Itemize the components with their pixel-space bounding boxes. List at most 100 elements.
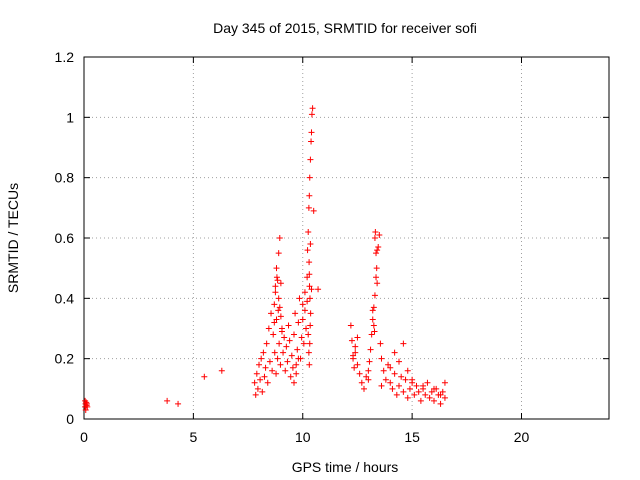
data-point (303, 325, 310, 332)
data-point (278, 328, 285, 335)
data-point (271, 301, 278, 308)
x-tick-label: 20 (514, 429, 530, 445)
data-point (306, 271, 313, 278)
data-point (348, 337, 355, 344)
data-point (441, 379, 448, 386)
data-point (300, 340, 307, 347)
data-point (387, 379, 394, 386)
data-point (352, 343, 359, 350)
data-point (305, 349, 312, 356)
data-point (295, 355, 302, 362)
data-point (288, 352, 295, 359)
data-point (406, 385, 413, 392)
data-point (437, 391, 444, 398)
data-point (291, 331, 297, 338)
data-point (82, 406, 89, 413)
data-point (201, 373, 208, 380)
data-point (382, 376, 389, 383)
data-point (376, 231, 383, 238)
data-point (372, 228, 379, 235)
data-point (281, 334, 288, 341)
data-point (370, 304, 377, 311)
data-point (306, 174, 313, 181)
y-axis-label: SRMTID / TECUs (5, 183, 21, 293)
data-point (400, 388, 407, 395)
data-point (369, 316, 376, 323)
data-point (254, 385, 261, 392)
data-point (273, 370, 280, 377)
data-point (351, 364, 358, 371)
data-point (283, 343, 290, 350)
data-point (274, 355, 281, 362)
data-point (285, 322, 292, 329)
chart-title: Day 345 of 2015, SRMTID for receiver sof… (213, 20, 477, 36)
data-point (309, 105, 316, 112)
data-point (292, 310, 299, 317)
data-point (289, 364, 296, 371)
data-point (356, 370, 363, 377)
data-point (377, 340, 384, 347)
data-point (373, 265, 380, 272)
data-point (301, 307, 308, 314)
data-point (275, 307, 282, 314)
data-point (347, 322, 354, 329)
data-point (273, 274, 280, 281)
x-tick-label: 15 (404, 429, 420, 445)
data-point (265, 325, 272, 332)
data-point (252, 391, 259, 398)
data-point (304, 274, 311, 281)
axis-ticks: 0 0.2 0.4 0.6 0.8 1 1.2 0 5 10 15 20 (55, 49, 609, 445)
data-point (269, 367, 276, 374)
data-point (301, 289, 308, 296)
data-point (378, 382, 385, 389)
data-point (251, 379, 258, 386)
data-point (260, 349, 267, 356)
data-point (370, 322, 377, 329)
data-point (380, 367, 387, 374)
data-point (307, 310, 314, 317)
data-point (409, 376, 416, 383)
data-point (271, 349, 278, 356)
y-tick-label: 0.4 (55, 290, 75, 306)
data-point (284, 358, 291, 365)
data-point (299, 316, 306, 323)
data-point (417, 397, 424, 404)
x-tick-label: 5 (189, 429, 197, 445)
data-point (441, 394, 448, 401)
data-point (413, 382, 420, 389)
data-point (276, 304, 283, 311)
data-point (291, 379, 297, 386)
data-point (361, 385, 367, 392)
data-point (385, 361, 392, 368)
data-point (164, 397, 171, 404)
data-point (306, 259, 313, 266)
data-point (308, 111, 315, 118)
data-point (308, 129, 315, 136)
data-point (273, 316, 280, 323)
data-point (175, 400, 182, 407)
y-tick-label: 0.6 (55, 230, 75, 246)
data-point (306, 192, 313, 199)
plot-frame (83, 56, 610, 420)
data-point (431, 385, 437, 392)
data-point (371, 292, 378, 299)
data-point (404, 394, 411, 401)
data-point (277, 313, 284, 320)
data-point (374, 247, 381, 254)
data-point (293, 361, 300, 368)
data-point (272, 283, 279, 290)
data-point (391, 349, 398, 356)
data-point (264, 379, 271, 386)
data-point (365, 367, 372, 374)
data-point (271, 319, 278, 326)
data-point (374, 280, 381, 287)
data-point (305, 331, 312, 338)
data-point (262, 364, 269, 371)
data-point (402, 376, 409, 383)
data-point (350, 352, 357, 359)
data-point (352, 349, 359, 356)
data-point (274, 277, 281, 284)
data-point (276, 235, 283, 241)
data-point (277, 280, 284, 287)
data-point (404, 367, 411, 374)
